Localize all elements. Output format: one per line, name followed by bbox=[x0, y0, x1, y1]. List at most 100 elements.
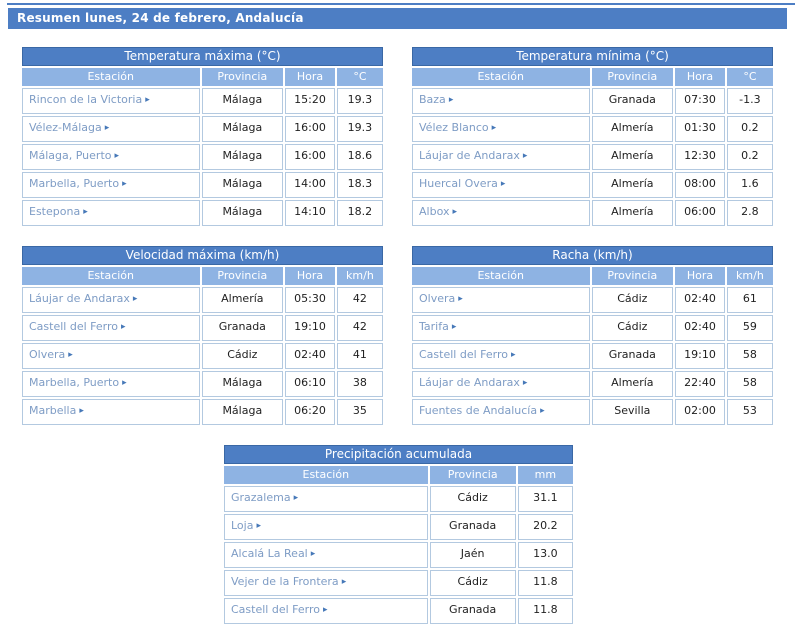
arrow-right-icon: ▸ bbox=[122, 179, 127, 189]
value-cell: 42 bbox=[336, 315, 383, 341]
col-header-hora: Hora bbox=[285, 68, 335, 86]
arrow-right-icon: ▸ bbox=[293, 493, 299, 503]
value-cell: 31.1 bbox=[517, 486, 573, 512]
station-link[interactable]: Vélez Blanco ▸ bbox=[419, 121, 496, 134]
province-cell: Almería bbox=[591, 144, 674, 170]
station-link[interactable]: Vejer de la Frontera ▸ bbox=[231, 575, 346, 588]
province-cell: Málaga bbox=[201, 172, 284, 198]
value-cell: 0.2 bbox=[726, 116, 773, 142]
station-cell: Grazalema ▸ bbox=[224, 486, 428, 512]
station-link[interactable]: Castell del Ferro ▸ bbox=[231, 603, 328, 616]
station-link[interactable]: Estepona ▸ bbox=[29, 205, 88, 218]
value-cell: 53 bbox=[726, 399, 773, 425]
value-cell: 61 bbox=[726, 287, 773, 313]
station-label: Olvera bbox=[419, 292, 456, 305]
station-cell: Olvera ▸ bbox=[22, 343, 200, 369]
time-cell: 06:00 bbox=[675, 200, 725, 226]
arrow-right-icon: ▸ bbox=[104, 123, 110, 133]
table-row: Loja ▸ Granada 20.2 bbox=[224, 514, 573, 540]
station-link[interactable]: Albox ▸ bbox=[419, 205, 457, 218]
station-cell: Marbella, Puerto ▸ bbox=[22, 371, 200, 397]
province-cell: Almería bbox=[591, 116, 674, 142]
station-label: Fuentes de Andalucía bbox=[419, 404, 538, 417]
col-header-estacion: Estación bbox=[412, 267, 590, 285]
col-header-provincia: Provincia bbox=[201, 68, 284, 86]
table-title: Velocidad máxima (km/h) bbox=[22, 246, 383, 265]
table-row: Marbella ▸ Málaga 06:20 35 bbox=[22, 399, 383, 425]
table-racha: Racha (km/h) Estación Provincia Hora km/… bbox=[410, 244, 775, 427]
col-header-provincia: Provincia bbox=[591, 68, 674, 86]
arrow-right-icon: ▸ bbox=[500, 179, 506, 189]
arrow-right-icon: ▸ bbox=[491, 123, 497, 133]
table-row: Marbella, Puerto ▸ Málaga 14:00 18.3 bbox=[22, 172, 383, 198]
station-cell: Albox ▸ bbox=[412, 200, 590, 226]
station-link[interactable]: Láujar de Andarax ▸ bbox=[29, 292, 137, 305]
station-label: Estepona bbox=[29, 205, 81, 218]
station-link[interactable]: Marbella, Puerto ▸ bbox=[29, 376, 127, 389]
arrow-right-icon: ▸ bbox=[120, 322, 126, 332]
station-link[interactable]: Láujar de Andarax ▸ bbox=[419, 376, 527, 389]
table-title: Racha (km/h) bbox=[412, 246, 773, 265]
col-header-unit: mm bbox=[517, 466, 573, 484]
arrow-right-icon: ▸ bbox=[510, 350, 516, 360]
station-label: Vélez Blanco bbox=[419, 121, 489, 134]
time-cell: 16:00 bbox=[285, 116, 335, 142]
station-label: Castell del Ferro bbox=[29, 320, 118, 333]
station-link[interactable]: Tarifa ▸ bbox=[419, 320, 456, 333]
time-cell: 06:20 bbox=[285, 399, 335, 425]
station-link[interactable]: Grazalema ▸ bbox=[231, 491, 298, 504]
station-cell: Alcalá La Real ▸ bbox=[224, 542, 428, 568]
station-cell: Láujar de Andarax ▸ bbox=[22, 287, 200, 313]
station-link[interactable]: Castell del Ferro ▸ bbox=[419, 348, 516, 361]
station-link[interactable]: Baza ▸ bbox=[419, 93, 453, 106]
arrow-right-icon: ▸ bbox=[448, 95, 454, 105]
station-link[interactable]: Vélez-Málaga ▸ bbox=[29, 121, 109, 134]
time-cell: 22:40 bbox=[675, 371, 725, 397]
time-cell: 02:40 bbox=[675, 287, 725, 313]
value-cell: 19.3 bbox=[336, 116, 383, 142]
value-cell: 11.8 bbox=[517, 570, 573, 596]
table-row: Huercal Overa ▸ Almería 08:00 1.6 bbox=[412, 172, 773, 198]
province-cell: Cádiz bbox=[429, 486, 516, 512]
province-cell: Jaén bbox=[429, 542, 516, 568]
station-cell: Málaga, Puerto ▸ bbox=[22, 144, 200, 170]
station-link[interactable]: Olvera ▸ bbox=[29, 348, 73, 361]
table-row: Marbella, Puerto ▸ Málaga 06:10 38 bbox=[22, 371, 383, 397]
station-link[interactable]: Loja ▸ bbox=[231, 519, 261, 532]
station-link[interactable]: Marbella ▸ bbox=[29, 404, 84, 417]
col-header-unit: °C bbox=[336, 68, 383, 86]
station-link[interactable]: Alcalá La Real ▸ bbox=[231, 547, 315, 560]
station-link[interactable]: Huercal Overa ▸ bbox=[419, 177, 505, 190]
province-cell: Almería bbox=[201, 287, 284, 313]
table-temperatura-minima: Temperatura mínima (°C) Estación Provinc… bbox=[410, 45, 775, 228]
station-link[interactable]: Rincon de la Victoria ▸ bbox=[29, 93, 150, 106]
station-link[interactable]: Láujar de Andarax ▸ bbox=[419, 149, 527, 162]
station-link[interactable]: Fuentes de Andalucía ▸ bbox=[419, 404, 545, 417]
province-cell: Málaga bbox=[201, 144, 284, 170]
station-link[interactable]: Castell del Ferro ▸ bbox=[29, 320, 126, 333]
table-row: Olvera ▸ Cádiz 02:40 61 bbox=[412, 287, 773, 313]
col-header-estacion: Estación bbox=[22, 267, 200, 285]
col-header-estacion: Estación bbox=[412, 68, 590, 86]
arrow-right-icon: ▸ bbox=[83, 207, 88, 217]
time-cell: 02:00 bbox=[675, 399, 725, 425]
station-label: Rincon de la Victoria bbox=[29, 93, 143, 106]
station-cell: Huercal Overa ▸ bbox=[412, 172, 590, 198]
col-header-hora: Hora bbox=[675, 267, 725, 285]
station-cell: Láujar de Andarax ▸ bbox=[412, 144, 590, 170]
province-cell: Granada bbox=[591, 88, 674, 114]
station-link[interactable]: Marbella, Puerto ▸ bbox=[29, 177, 127, 190]
station-link[interactable]: Málaga, Puerto ▸ bbox=[29, 149, 119, 162]
province-cell: Málaga bbox=[201, 200, 284, 226]
station-cell: Vélez-Málaga ▸ bbox=[22, 116, 200, 142]
value-cell: 0.2 bbox=[726, 144, 773, 170]
table-row: Fuentes de Andalucía ▸ Sevilla 02:00 53 bbox=[412, 399, 773, 425]
station-link[interactable]: Olvera ▸ bbox=[419, 292, 463, 305]
station-cell: Castell del Ferro ▸ bbox=[22, 315, 200, 341]
time-cell: 14:00 bbox=[285, 172, 335, 198]
station-label: Marbella, Puerto bbox=[29, 177, 120, 190]
arrow-right-icon: ▸ bbox=[522, 378, 528, 388]
tables-row-2: Velocidad máxima (km/h) Estación Provinc… bbox=[20, 244, 803, 427]
station-cell: Castell del Ferro ▸ bbox=[412, 343, 590, 369]
station-label: Tarifa bbox=[419, 320, 449, 333]
